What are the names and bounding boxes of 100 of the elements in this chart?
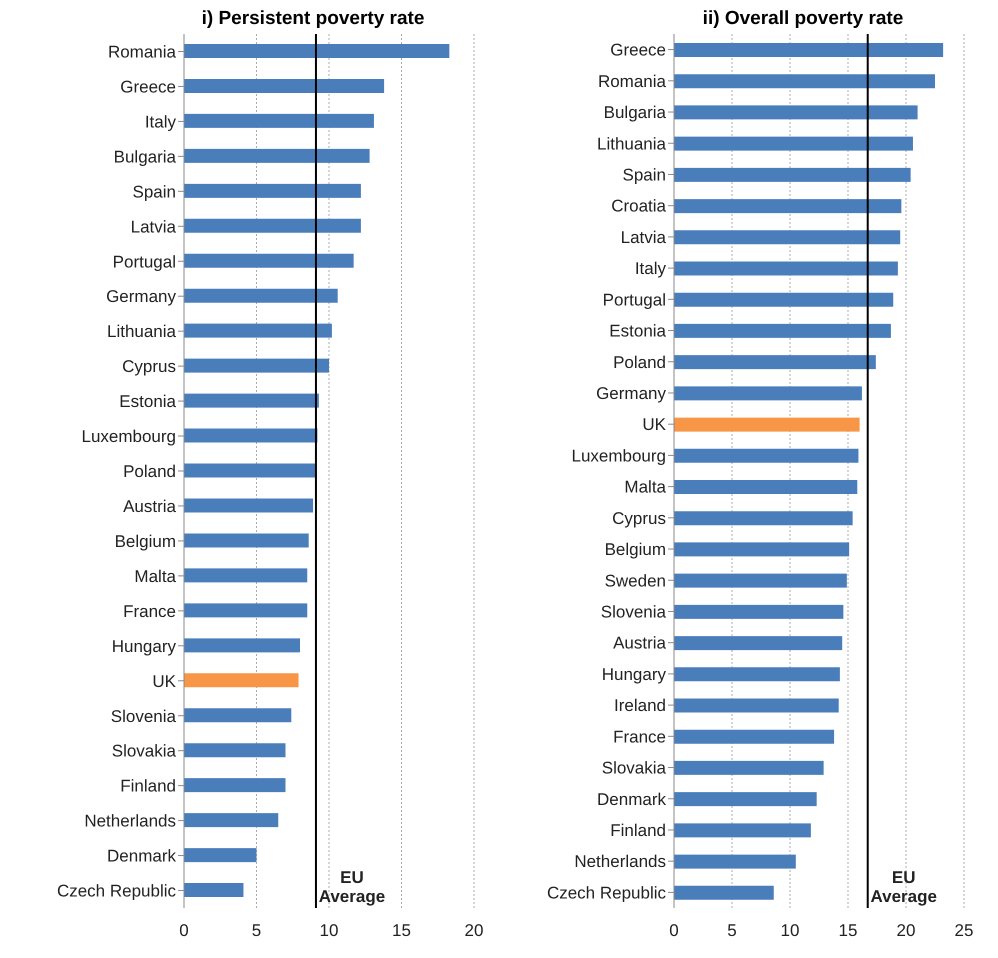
bar xyxy=(674,511,853,526)
bar xyxy=(184,848,256,862)
bar xyxy=(674,698,839,712)
bar xyxy=(674,418,860,432)
ref-line-label: EU Average xyxy=(318,868,386,906)
bar xyxy=(184,464,316,478)
y-tick-label: Luxembourg xyxy=(81,427,176,446)
bar xyxy=(674,574,847,588)
y-tick-label: Lithuania xyxy=(106,322,177,342)
bar xyxy=(184,428,318,443)
bar xyxy=(184,883,244,898)
y-tick-label: Slovakia xyxy=(112,742,177,761)
y-tick-label: Netherlands xyxy=(84,812,176,831)
y-tick-label: Estonia xyxy=(119,392,177,412)
y-tick-label: Malta xyxy=(624,478,667,497)
bar xyxy=(184,533,309,548)
bar xyxy=(184,254,354,268)
bar xyxy=(184,638,300,652)
y-tick-label: Romania xyxy=(108,42,177,62)
x-tick-label: 10 xyxy=(320,921,338,940)
y-tick-label: Hungary xyxy=(602,664,666,684)
bar xyxy=(674,105,918,120)
y-tick-label: Belgium xyxy=(604,540,666,560)
bar xyxy=(184,148,370,163)
bar xyxy=(674,730,834,744)
y-tick-label: Belgium xyxy=(114,532,176,551)
y-tick-label: Finland xyxy=(120,776,176,796)
bar xyxy=(184,568,308,582)
y-tick-label: Denmark xyxy=(597,790,666,809)
y-tick-label: Netherlands xyxy=(574,852,666,872)
bar xyxy=(184,673,299,688)
bar xyxy=(674,355,876,370)
bar xyxy=(184,743,286,758)
x-tick-label: 15 xyxy=(392,921,411,940)
bar xyxy=(184,778,286,792)
bar xyxy=(674,43,944,57)
bar xyxy=(674,168,911,182)
y-tick-label: Latvia xyxy=(620,228,667,247)
bar xyxy=(184,114,374,128)
y-tick-label: Italy xyxy=(634,259,666,278)
chart-title: i) Persistent poverty rate xyxy=(200,8,426,31)
y-tick-label: Czech Republic xyxy=(546,883,666,902)
x-tick-label: 0 xyxy=(669,921,679,940)
bar xyxy=(674,604,844,619)
y-tick-label: France xyxy=(123,602,176,621)
y-tick-label: Poland xyxy=(123,462,176,482)
x-tick-label: 20 xyxy=(896,921,916,940)
bar xyxy=(674,542,850,556)
bar xyxy=(674,823,811,838)
y-tick-label: UK xyxy=(152,672,177,691)
x-tick-label: 20 xyxy=(464,921,484,940)
y-tick-label: Cyprus xyxy=(122,357,176,376)
bar xyxy=(674,230,900,244)
y-tick-label: Germany xyxy=(596,384,666,403)
bar xyxy=(674,324,891,338)
bar xyxy=(184,218,361,233)
bar xyxy=(184,498,314,512)
y-tick-label: Romania xyxy=(598,72,667,91)
y-tick-label: Latvia xyxy=(130,217,177,236)
y-tick-label: Cyprus xyxy=(612,508,666,528)
y-tick-label: Denmark xyxy=(107,846,176,866)
bar xyxy=(674,667,840,682)
bar xyxy=(184,78,384,93)
y-tick-label: Slovenia xyxy=(600,602,667,622)
y-tick-label: Lithuania xyxy=(596,134,667,154)
bar xyxy=(674,448,858,463)
y-tick-label: Croatia xyxy=(611,196,667,216)
bar xyxy=(674,760,824,775)
x-tick-label: 0 xyxy=(179,921,189,940)
bar xyxy=(674,480,858,494)
y-tick-label: Ireland xyxy=(614,696,666,716)
bar xyxy=(674,854,796,869)
x-tick-label: 25 xyxy=(954,921,974,940)
bar xyxy=(674,636,842,650)
y-tick-label: Slovakia xyxy=(602,758,667,778)
bar xyxy=(184,603,308,618)
bar xyxy=(184,394,319,408)
y-tick-label: Austria xyxy=(613,634,667,653)
x-tick-label: 10 xyxy=(780,921,800,940)
y-tick-label: Poland xyxy=(613,352,666,372)
bar xyxy=(674,136,913,151)
y-tick-label: Austria xyxy=(123,496,177,516)
bar xyxy=(674,386,862,400)
ref-line-label: EU Average xyxy=(870,868,937,906)
y-tick-label: France xyxy=(613,727,666,746)
chart-title: ii) Overall poverty rate xyxy=(702,8,904,31)
y-tick-label: Portugal xyxy=(112,252,176,272)
y-tick-label: Bulgaria xyxy=(114,147,177,166)
y-tick-label: Slovenia xyxy=(110,706,177,726)
y-tick-label: Finland xyxy=(610,821,666,840)
bar xyxy=(674,74,935,88)
x-tick-label: 15 xyxy=(838,921,858,940)
bar xyxy=(674,886,774,900)
y-tick-label: Greece xyxy=(610,40,666,60)
bar xyxy=(184,813,278,828)
bar xyxy=(674,262,898,276)
y-tick-label: Spain xyxy=(622,166,666,184)
y-tick-label: Germany xyxy=(106,287,176,306)
bar xyxy=(184,288,338,303)
bar xyxy=(674,199,902,214)
